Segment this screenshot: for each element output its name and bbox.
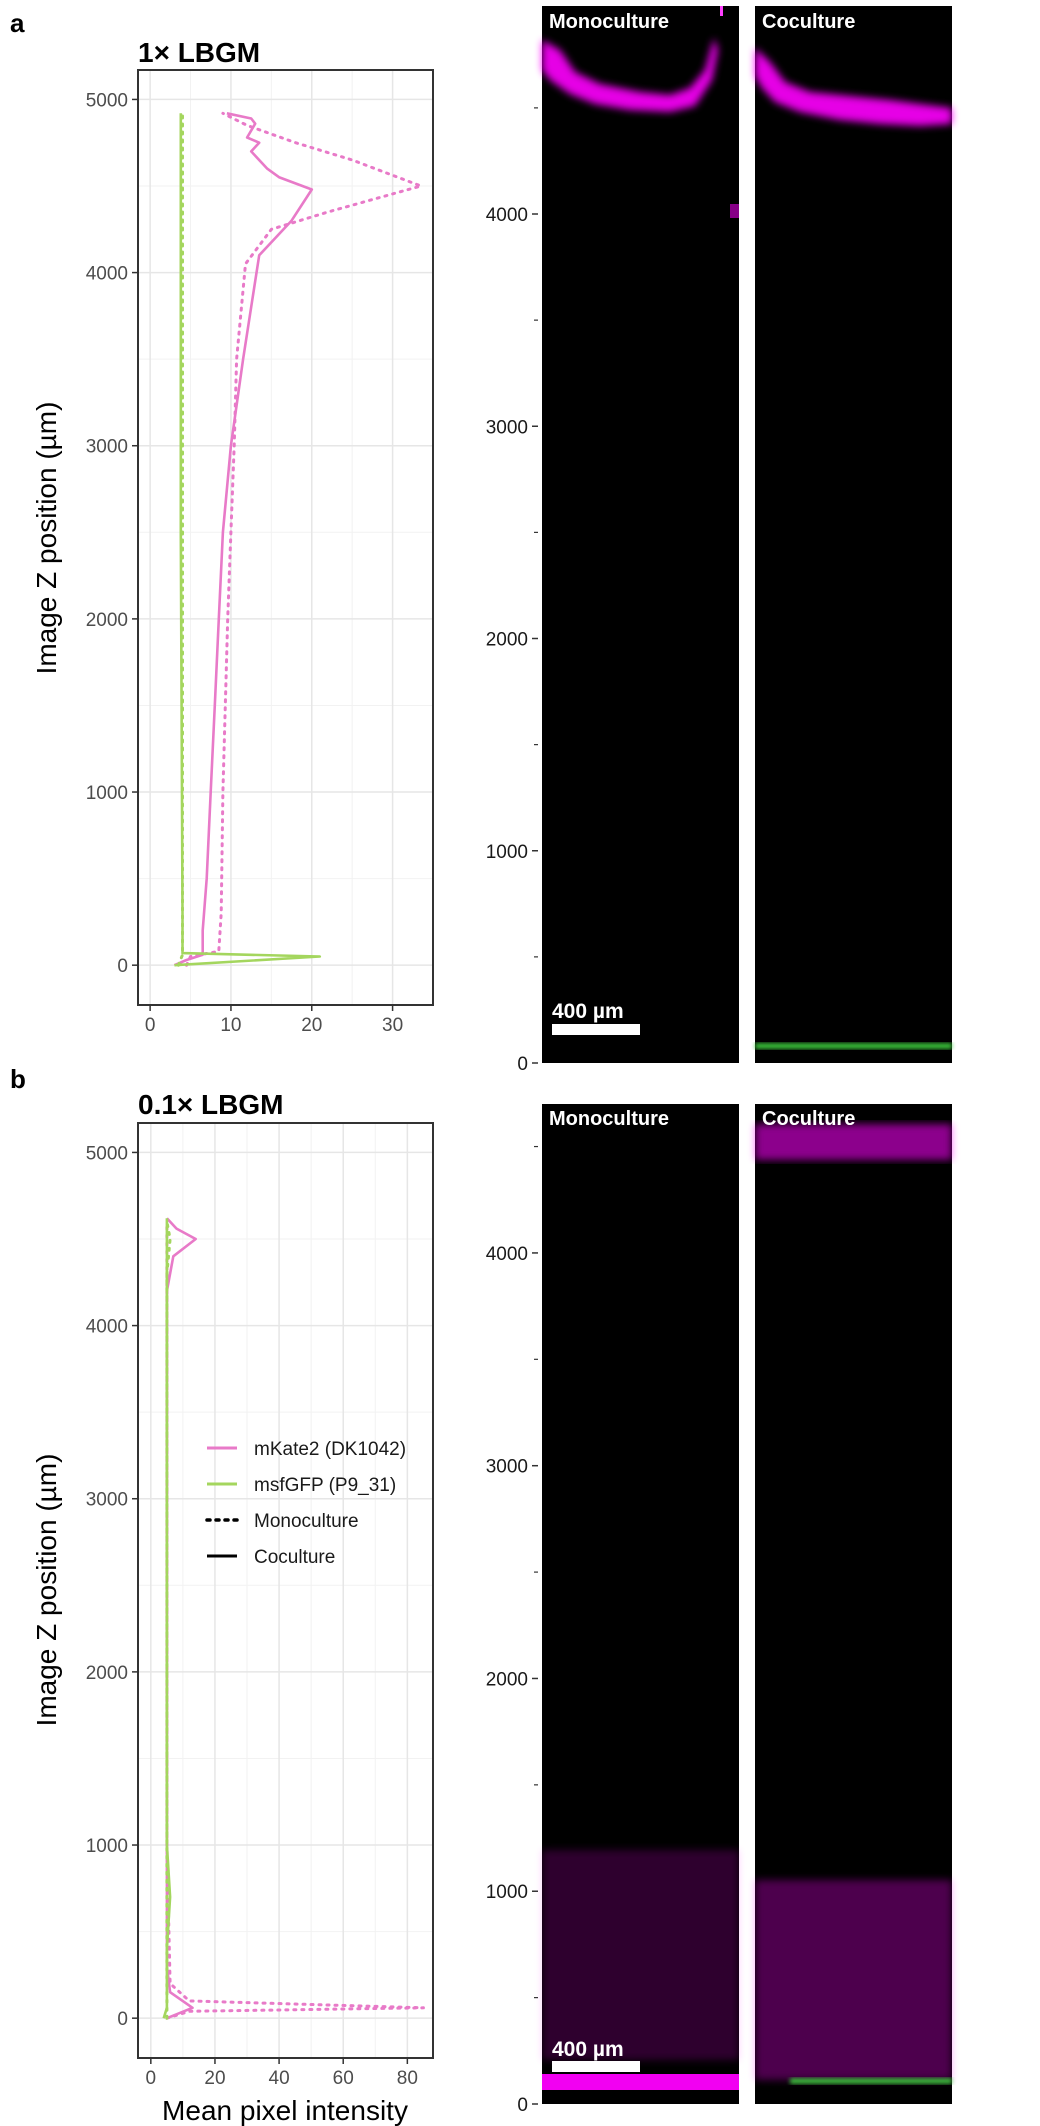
panel-letter-a: a <box>10 8 25 38</box>
y-tick-label: 2000 <box>86 610 128 631</box>
bottom-band-b-mono <box>542 2074 739 2090</box>
series-line-mkate2-monoculture <box>185 111 423 967</box>
microscopy-image-b-coculture: Coculture <box>755 1104 952 2104</box>
fluorescence-band-a-mono <box>542 38 718 112</box>
x-tick-label: 0 <box>145 1015 156 1036</box>
microscopy-image-a-monoculture: Monoculture 400 µm <box>542 6 739 1063</box>
image-tick-label: 0 <box>517 1054 528 1075</box>
x-tick-label: 80 <box>397 2068 418 2089</box>
image-tick-label: 3000 <box>486 1457 528 1478</box>
series-lines-b <box>162 1217 425 2020</box>
x-tick-label: 40 <box>269 2068 290 2089</box>
line-plot-a: 0 10 20 30 0 1000 2000 3000 4000 5000 <box>86 69 434 1036</box>
x-tick-label: 30 <box>382 1015 403 1036</box>
speckle-region-b-mono <box>542 1850 739 2060</box>
image-z-axis-b: 0 1000 2000 3000 4000 <box>486 1145 538 2116</box>
y-axis-title-b: Image Z position (µm) <box>31 1454 62 1727</box>
legend: mKate2 (DK1042) msfGFP (P9_31) Monocultu… <box>205 1439 406 1568</box>
legend-label-mkate2: mKate2 (DK1042) <box>254 1439 406 1460</box>
legend-label-monoculture: Monoculture <box>254 1511 359 1532</box>
x-tick-label: 20 <box>204 2068 225 2089</box>
image-label-a-co: Coculture <box>762 11 855 33</box>
scale-bar-label-b: 400 µm <box>552 2038 624 2061</box>
plot-border-b <box>137 1122 434 2059</box>
series-line-msfgfp-coculture <box>162 1218 172 2019</box>
image-tick-label: 1000 <box>486 842 528 863</box>
microscopy-image-a-coculture: Coculture <box>755 6 952 1063</box>
y-tick-label: 1000 <box>86 1836 128 1857</box>
y-tick-label: 3000 <box>86 437 128 458</box>
grid-b <box>138 1123 433 2058</box>
legend-label-msfgfp: msfGFP (P9_31) <box>254 1475 396 1496</box>
top-band-b-co <box>755 1124 952 1160</box>
panel-letter-b: b <box>10 1064 26 1094</box>
y-tick-label: 3000 <box>86 1490 128 1511</box>
x-tick-label: 20 <box>301 1015 322 1036</box>
series-line-mkate2-coculture <box>173 112 314 967</box>
line-plot-b: 0 20 40 60 80 0 1000 2000 3000 4000 5000 <box>86 1122 434 2089</box>
image-tick-label: 4000 <box>486 1244 528 1265</box>
plot-title-a: 1× LBGM <box>138 37 260 68</box>
image-tick-label: 2000 <box>486 630 528 651</box>
y-tick-label: 2000 <box>86 1663 128 1684</box>
image-label-b-co: Coculture <box>762 1108 855 1130</box>
x-tick-label: 0 <box>146 2068 157 2089</box>
y-tick-label: 4000 <box>86 264 128 285</box>
series-line-msfgfp-coculture <box>174 113 322 967</box>
y-tick-label: 1000 <box>86 783 128 804</box>
x-axis-title-b: Mean pixel intensity <box>162 2095 408 2126</box>
microscopy-image-b-monoculture: Monoculture 400 µm <box>542 1104 739 2104</box>
gfp-layer-b-co <box>790 2078 952 2084</box>
x-tick-label: 60 <box>333 2068 354 2089</box>
image-tick-label: 3000 <box>486 417 528 438</box>
image-tick-label: 2000 <box>486 1669 528 1690</box>
image-tick-label: 0 <box>517 2095 528 2116</box>
y-tick-label: 0 <box>117 2009 128 2030</box>
scale-bar-label-a: 400 µm <box>552 1000 624 1023</box>
plot-border-a <box>137 69 434 1006</box>
y-tick-label: 4000 <box>86 1317 128 1338</box>
scale-bar-b <box>552 2061 640 2072</box>
y-axis-title-a: Image Z position (µm) <box>31 402 62 675</box>
image-z-axis-a: 0 1000 2000 3000 4000 <box>486 107 538 1075</box>
x-tick-label: 10 <box>220 1015 241 1036</box>
y-tick-label: 0 <box>117 956 128 977</box>
fluorescence-band-a-co <box>755 48 952 126</box>
plot-background <box>138 1123 433 2058</box>
image-tick-label: 4000 <box>486 205 528 226</box>
image-tick-label: 1000 <box>486 1882 528 1903</box>
ticks-a: 0 10 20 30 0 1000 2000 3000 4000 5000 <box>86 90 403 1036</box>
series-lines-a <box>173 111 423 967</box>
gfp-layer-a-co <box>755 1043 952 1049</box>
y-tick-label: 5000 <box>86 90 128 111</box>
plot-title-b: 0.1× LBGM <box>138 1089 283 1120</box>
speckle-region-b-co <box>755 1880 952 2080</box>
ticks-b: 0 20 40 60 80 0 1000 2000 3000 4000 5000 <box>86 1143 418 2089</box>
legend-label-coculture: Coculture <box>254 1547 335 1568</box>
scale-bar-a <box>552 1024 640 1035</box>
image-label-b-mono: Monoculture <box>549 1108 669 1130</box>
image-label-a-mono: Monoculture <box>549 11 669 33</box>
y-tick-label: 5000 <box>86 1143 128 1164</box>
